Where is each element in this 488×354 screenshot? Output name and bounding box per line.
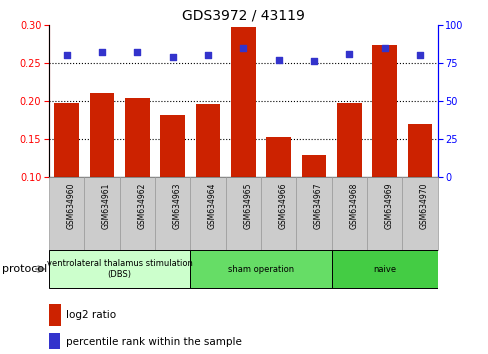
Text: ventrolateral thalamus stimulation
(DBS): ventrolateral thalamus stimulation (DBS) [46,259,192,279]
Text: GSM634963: GSM634963 [172,183,181,229]
Bar [195,104,220,253]
Bar [371,45,396,253]
Point [98,49,105,55]
Text: GSM634968: GSM634968 [348,183,358,229]
Bar [230,27,255,253]
Bar [366,177,402,250]
Point [203,52,211,58]
Bar [402,177,437,250]
Bar [155,177,190,250]
Text: GSM634961: GSM634961 [102,183,111,229]
Bar [331,177,366,250]
Bar [89,93,114,253]
Bar [160,115,184,253]
Text: percentile rank within the sample: percentile rank within the sample [66,337,242,347]
Bar [331,250,437,288]
Bar [120,177,155,250]
Point [133,49,141,55]
Bar [261,177,296,250]
Bar [265,137,290,253]
Text: GSM634964: GSM634964 [207,183,217,229]
Bar [190,177,225,250]
Bar [49,250,190,288]
Text: GSM634970: GSM634970 [419,183,428,229]
Text: GSM634965: GSM634965 [243,183,252,229]
Point [345,51,352,57]
Bar [225,177,261,250]
Text: naive: naive [372,264,395,274]
Text: GSM634962: GSM634962 [137,183,146,229]
Point [168,54,176,59]
Point [309,58,317,64]
Bar [190,250,331,288]
Point [415,52,423,58]
Point [380,45,388,50]
Point [62,52,70,58]
Bar [296,177,331,250]
Text: sham operation: sham operation [227,264,293,274]
Bar [54,103,79,253]
Text: GSM634967: GSM634967 [313,183,322,229]
Text: protocol: protocol [2,264,48,274]
Title: GDS3972 / 43119: GDS3972 / 43119 [182,8,304,22]
Bar [301,155,325,253]
Bar [84,177,120,250]
Bar [336,103,361,253]
Point [274,57,282,63]
Text: GSM634969: GSM634969 [384,183,393,229]
Point [239,45,247,50]
Bar [49,177,84,250]
Bar [124,98,149,253]
Text: GSM634966: GSM634966 [278,183,287,229]
Text: log2 ratio: log2 ratio [66,310,116,320]
Text: GSM634960: GSM634960 [66,183,76,229]
Bar [407,124,431,253]
